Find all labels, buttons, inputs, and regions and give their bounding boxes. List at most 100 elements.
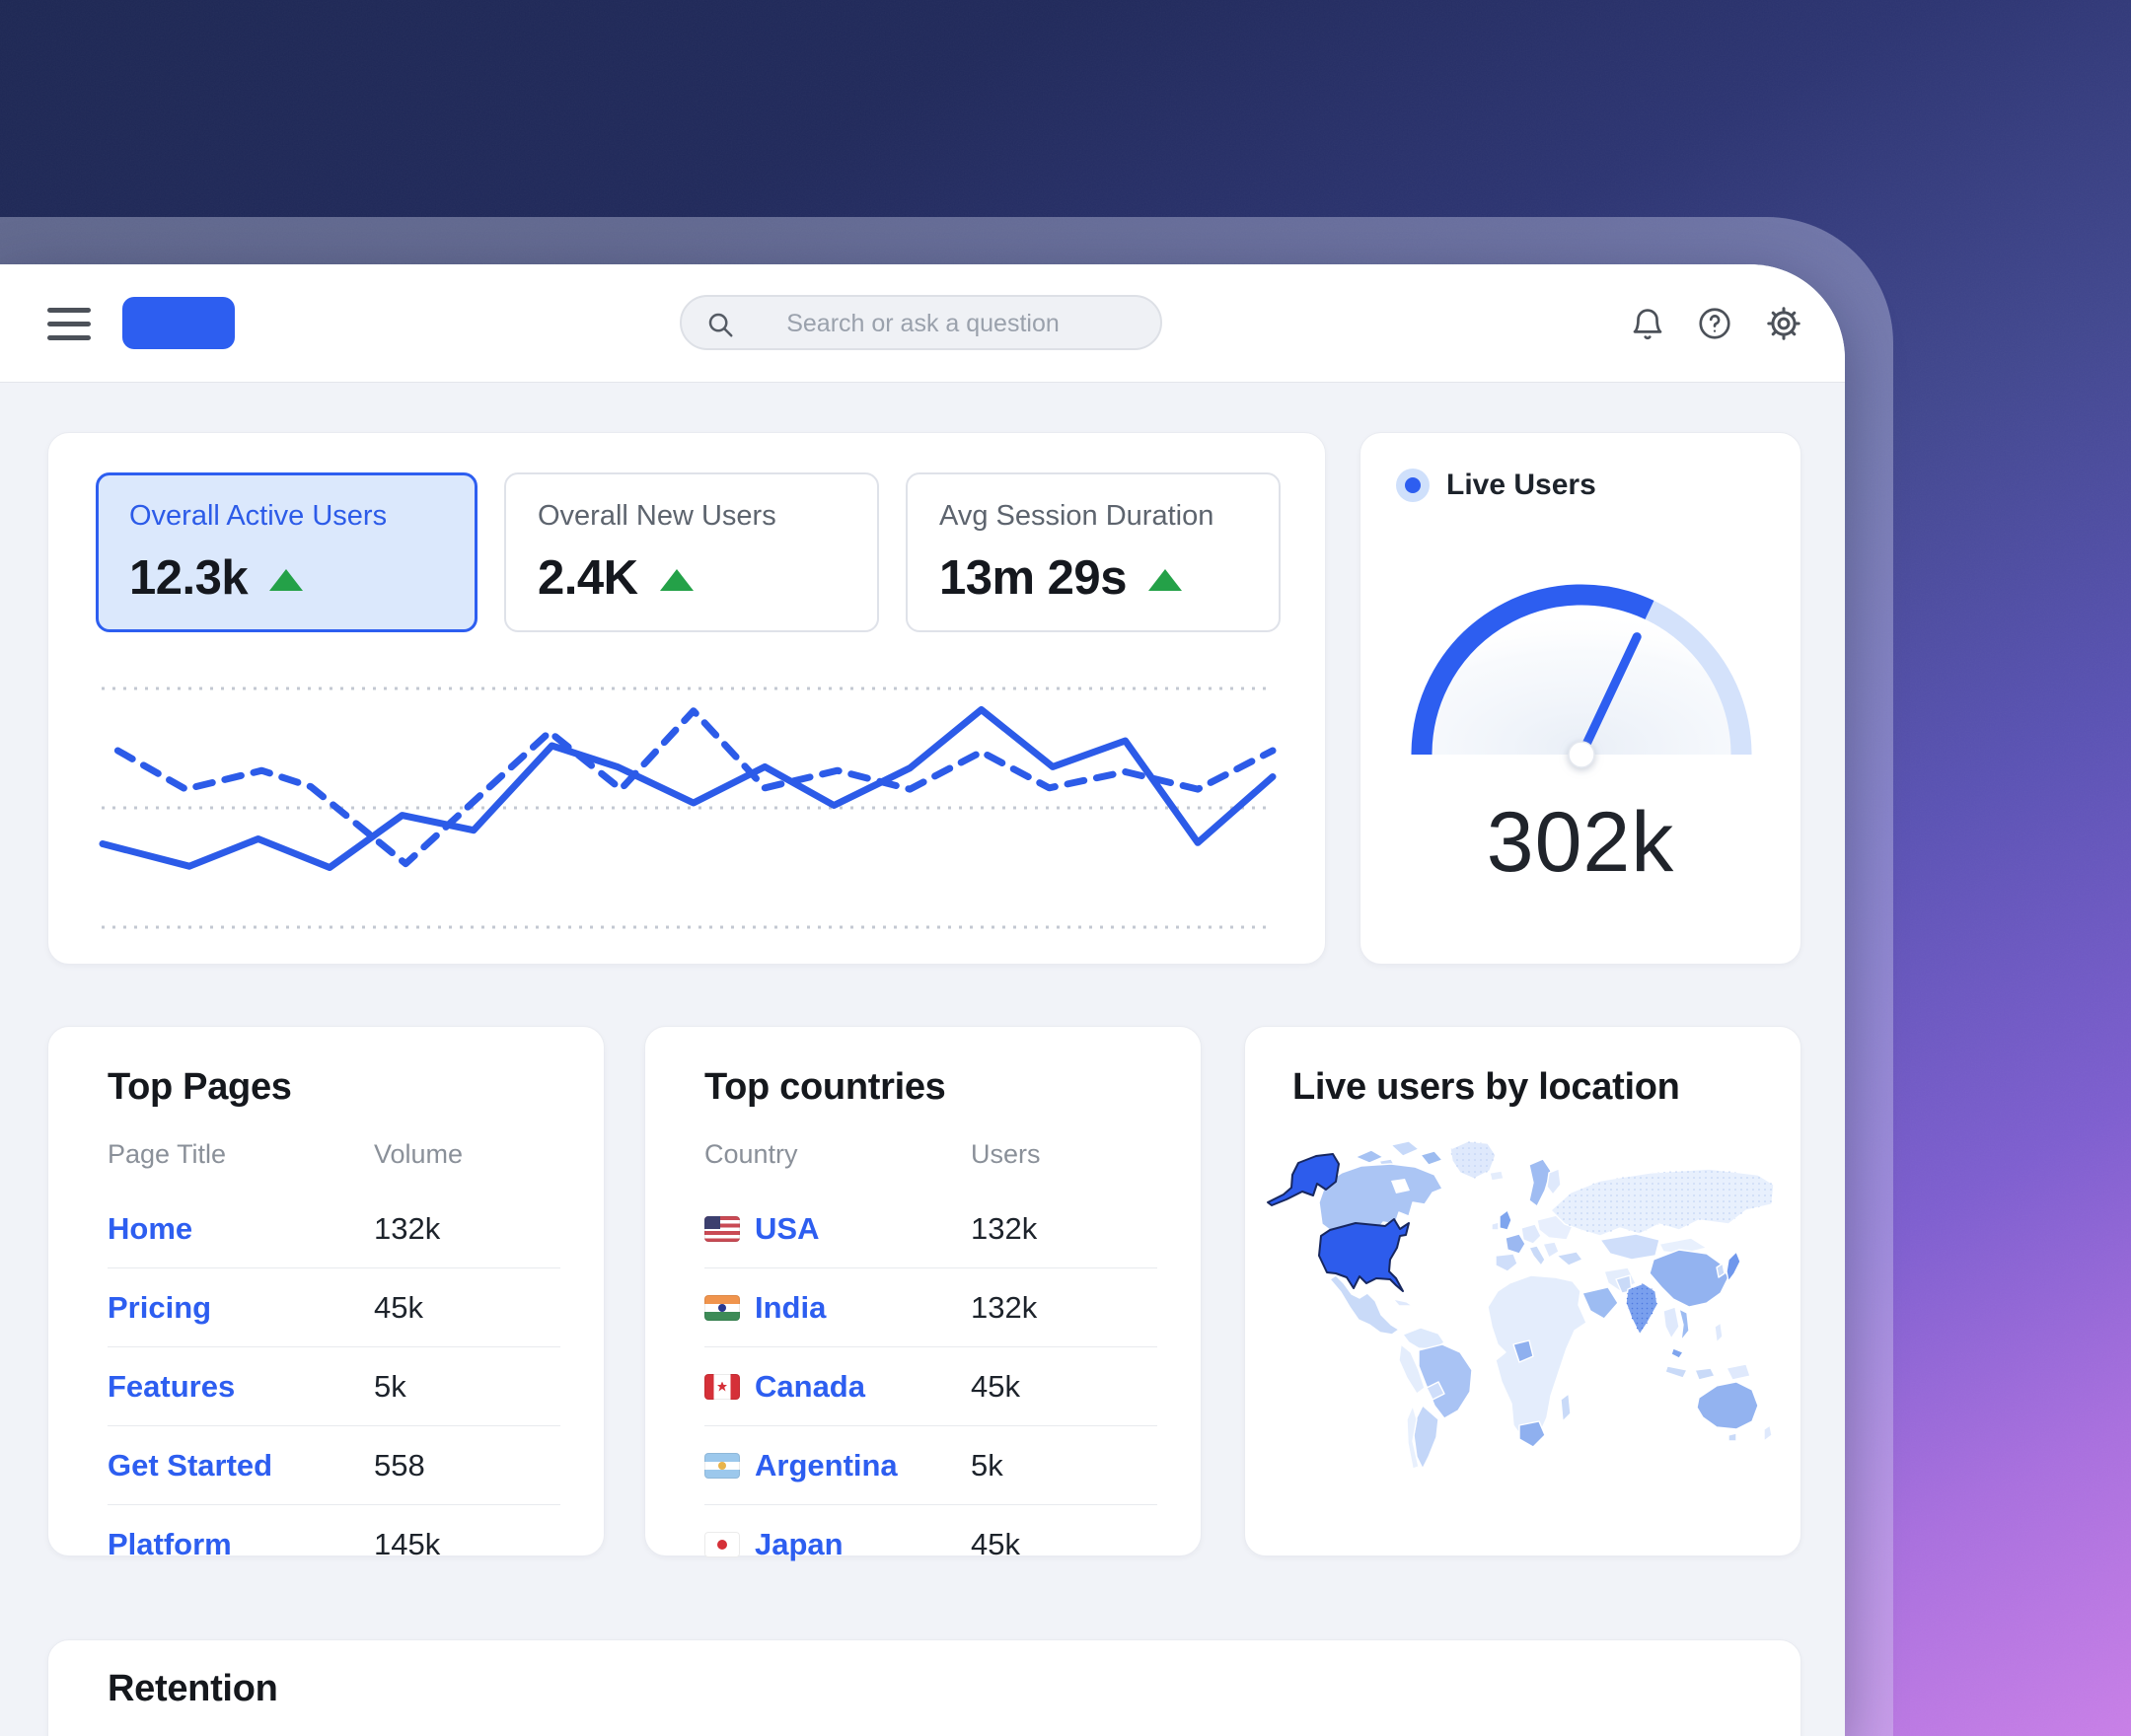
usa-flag-icon xyxy=(704,1215,740,1242)
page-volume: 5k xyxy=(374,1368,406,1404)
country-malaysia xyxy=(1670,1347,1684,1359)
country-users: 5k xyxy=(971,1447,1003,1483)
page-link[interactable]: Get Started xyxy=(108,1447,273,1483)
live-users-card: Live Users 302k xyxy=(1359,432,1801,965)
continent-africa xyxy=(1487,1274,1587,1440)
map-title: Live users by location xyxy=(1292,1066,1680,1108)
country-usa-highlighted xyxy=(1318,1218,1410,1292)
table-row: India 132k xyxy=(704,1268,1157,1347)
country-link[interactable]: Canada xyxy=(704,1369,971,1405)
chart-series-dashed-line xyxy=(113,707,1277,868)
metric-overall-new-users[interactable]: Overall New Users 2.4K xyxy=(504,472,879,632)
table-row: Pricing 45k xyxy=(108,1268,560,1347)
table-row: Get Started 558 xyxy=(108,1426,560,1505)
trend-up-icon xyxy=(269,569,304,591)
notifications-bell-icon[interactable] xyxy=(1629,305,1666,342)
top-pages-table: Page Title Volume Home 132k Pricing 45k … xyxy=(108,1139,560,1583)
live-users-map-card: Live users by location xyxy=(1244,1026,1801,1556)
table-header: Country Users xyxy=(704,1139,1157,1190)
top-countries-card: Top countries Country Users USA 132k Ind… xyxy=(644,1026,1202,1561)
country-link[interactable]: USA xyxy=(704,1211,971,1247)
live-users-gauge xyxy=(1411,584,1752,768)
country-users: 45k xyxy=(971,1526,1020,1561)
metric-tabs: Overall Active Users 12.3k Overall New U… xyxy=(96,472,1281,632)
metric-avg-session-duration[interactable]: Avg Session Duration 13m 29s xyxy=(906,472,1281,632)
india-flag-icon xyxy=(704,1294,740,1321)
metric-label: Overall New Users xyxy=(538,500,776,532)
traffic-trend-chart xyxy=(99,687,1277,929)
live-users-legend: Live Users xyxy=(1396,469,1596,502)
column-header: Page Title xyxy=(108,1139,227,1169)
country-scandinavia xyxy=(1528,1158,1552,1207)
table-row: USA 132k xyxy=(704,1190,1157,1268)
country-france xyxy=(1505,1233,1526,1255)
page-link[interactable]: Platform xyxy=(108,1526,232,1561)
country-users: 132k xyxy=(971,1210,1038,1246)
table-row: Argentina 5k xyxy=(704,1426,1157,1505)
country-uk xyxy=(1499,1209,1512,1231)
brand-logo[interactable] xyxy=(122,297,235,349)
country-link[interactable]: Japan xyxy=(704,1527,971,1562)
retention-title: Retention xyxy=(108,1668,278,1709)
page-volume: 558 xyxy=(374,1447,425,1483)
help-icon[interactable] xyxy=(1696,305,1733,342)
dashboard-window: Overall Active Users 12.3k Overall New U… xyxy=(0,264,1845,1736)
chart-series-solid-line xyxy=(99,706,1277,871)
country-link[interactable]: India xyxy=(704,1290,971,1326)
argentina-flag-icon xyxy=(704,1452,740,1479)
table-row: Platform 145k xyxy=(108,1505,560,1583)
country-saudi-arabia xyxy=(1581,1286,1619,1320)
search-bar[interactable] xyxy=(680,295,1164,350)
country-south-africa xyxy=(1518,1420,1546,1448)
top-pages-title: Top Pages xyxy=(108,1066,292,1108)
country-users: 132k xyxy=(971,1289,1038,1325)
active-users-chart-card: Overall Active Users 12.3k Overall New U… xyxy=(47,432,1326,965)
metric-value: 12.3k xyxy=(129,551,249,605)
menu-hamburger-icon[interactable] xyxy=(47,308,91,340)
retention-card: Retention xyxy=(47,1639,1801,1736)
page-link[interactable]: Features xyxy=(108,1368,236,1404)
country-link[interactable]: Argentina xyxy=(704,1448,971,1483)
column-header: Volume xyxy=(374,1139,464,1169)
gauge-needle xyxy=(1577,632,1642,760)
japan-flag-icon xyxy=(704,1531,740,1557)
legend-dot-icon xyxy=(1396,469,1430,502)
settings-gear-icon[interactable] xyxy=(1765,305,1802,342)
page-volume: 45k xyxy=(374,1289,423,1325)
country-japan xyxy=(1726,1251,1741,1282)
metric-overall-active-users[interactable]: Overall Active Users 12.3k xyxy=(96,472,478,632)
column-header: Users xyxy=(971,1139,1041,1169)
top-countries-table: Country Users USA 132k India 132k Canada… xyxy=(704,1139,1157,1583)
metric-value: 13m 29s xyxy=(939,551,1127,605)
metric-label: Overall Active Users xyxy=(129,500,388,532)
table-row: Features 5k xyxy=(108,1347,560,1426)
country-china xyxy=(1649,1249,1729,1308)
country-mexico xyxy=(1329,1274,1400,1336)
page-volume: 145k xyxy=(374,1526,441,1561)
legend-label: Live Users xyxy=(1446,469,1596,501)
top-navbar xyxy=(0,264,1845,383)
table-row: Japan 45k xyxy=(704,1505,1157,1583)
table-header: Page Title Volume xyxy=(108,1139,560,1190)
page-link[interactable]: Home xyxy=(108,1210,193,1246)
search-input[interactable] xyxy=(682,297,1164,350)
table-row: Canada 45k xyxy=(704,1347,1157,1426)
live-users-value: 302k xyxy=(1486,795,1675,890)
world-map xyxy=(1267,1140,1775,1470)
country-chile xyxy=(1406,1405,1420,1470)
top-countries-title: Top countries xyxy=(704,1066,946,1108)
table-row: Home 132k xyxy=(108,1190,560,1268)
canada-flag-icon xyxy=(704,1373,740,1400)
metric-value: 2.4K xyxy=(538,551,638,605)
country-brazil xyxy=(1418,1343,1473,1419)
page-link[interactable]: Pricing xyxy=(108,1289,212,1325)
top-pages-card: Top Pages Page Title Volume Home 132k Pr… xyxy=(47,1026,605,1561)
page-volume: 132k xyxy=(374,1210,441,1246)
country-australia xyxy=(1696,1381,1759,1430)
country-nigeria xyxy=(1512,1339,1534,1363)
trend-up-icon xyxy=(1147,569,1182,591)
metric-label: Avg Session Duration xyxy=(939,500,1214,532)
column-header: Country xyxy=(704,1139,798,1169)
trend-up-icon xyxy=(659,569,694,591)
country-alaska-highlighted xyxy=(1267,1153,1340,1206)
